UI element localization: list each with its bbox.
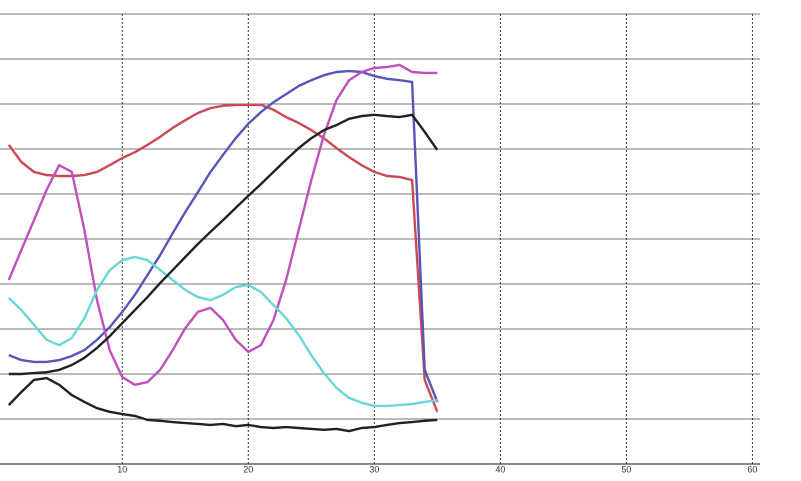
x-tick-label: 50 — [621, 464, 631, 474]
series-line — [7, 376, 438, 433]
series-line — [7, 103, 439, 413]
series-line — [8, 69, 439, 403]
x-tick-label: 60 — [747, 464, 757, 474]
x-tick-label: 10 — [117, 464, 127, 474]
x-tick-label: 30 — [369, 464, 379, 474]
x-tick-label: 20 — [243, 464, 253, 474]
series-line — [7, 63, 438, 386]
series-line — [8, 113, 439, 376]
x-tick-label: 40 — [495, 464, 505, 474]
series-line — [7, 255, 438, 408]
